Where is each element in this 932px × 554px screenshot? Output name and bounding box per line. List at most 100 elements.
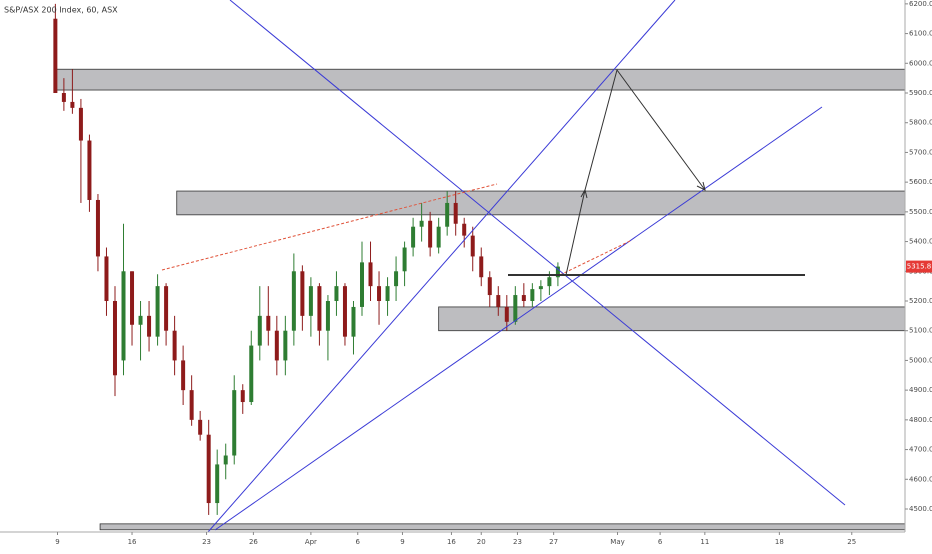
candle-body [95,199,100,257]
chart-title: S&P/ASX 200 Index, 60, ASX [4,6,118,15]
path-arrow [565,68,706,276]
y-tick-label: 5800.0 [909,119,932,127]
y-tick-label: 5000.0 [909,356,932,364]
zone [54,68,906,91]
candle-body [249,345,254,403]
x-tick-label: 6 [356,538,361,546]
candle-body [360,262,364,307]
candle-body [308,286,313,316]
y-tick-label: 5600.0 [909,178,932,186]
candle-body [266,315,271,331]
candle-body [215,464,220,504]
candle-body [377,286,382,301]
candle-body [257,315,262,346]
candle-body [479,256,484,278]
y-tick-label: 4700.0 [909,446,932,454]
candle-body [470,235,475,257]
candle-body [78,107,83,141]
x-tick-label: Apr [305,538,317,546]
candle-body [487,277,492,296]
y-tick-label: 5500.0 [909,208,932,216]
candle-body [453,202,458,224]
candle-body [112,300,117,376]
zone [176,190,906,216]
candle-body [428,220,433,248]
candle-body [283,330,288,361]
last-price-label: 5315.8 [907,263,932,271]
candle-body [402,247,407,272]
candle-body [411,226,416,248]
candle-body [121,271,126,361]
candle-body [155,286,160,337]
candle-body [206,434,211,504]
y-tick-label: 5200.0 [909,297,932,305]
candle-body [334,286,339,301]
price-axis [905,0,932,550]
x-tick-label: 16 [447,538,456,546]
candle-body [351,306,356,337]
x-tick-label: 9 [400,538,404,546]
candle-body [317,286,322,331]
x-tick-label: 6 [658,538,663,546]
x-tick-label: 26 [249,538,258,546]
candle-body [547,277,552,287]
candle-body [504,306,509,322]
y-tick-label: 5900.0 [909,89,932,97]
candle-body [130,271,135,325]
candle-body [496,295,501,307]
candle-body [53,18,58,94]
trend-line [214,106,823,531]
candle-body [61,93,66,102]
candle-body [232,390,237,456]
last-price-box [906,260,932,273]
candle-body [189,390,194,420]
x-tick-label: 20 [477,538,486,546]
candle-body [147,315,152,337]
trend-line [229,0,846,506]
candle-body [223,455,228,465]
x-tick-label: May [610,538,624,546]
y-tick-label: 5400.0 [909,238,932,246]
candle-body [394,271,399,287]
candle-body [368,262,373,287]
candle-body [513,295,518,322]
x-tick-label: 9 [55,538,59,546]
candle-body [274,330,279,361]
candle-body [104,256,109,301]
zone [99,523,906,531]
candle-body [445,202,450,227]
y-tick-label: 5700.0 [909,148,932,156]
y-tick-label: 6200.0 [909,0,932,8]
candle-body [164,286,169,331]
candle-body [530,289,535,301]
candle-body [138,315,143,325]
candles [53,3,560,515]
x-tick-label: 11 [700,538,709,546]
y-tick-label: 4600.0 [909,475,932,483]
y-tick-label: 4500.0 [909,505,932,513]
candle-body [436,226,441,248]
candle-body [462,223,467,236]
y-tick-label: 4900.0 [909,386,932,394]
trend-line [207,0,676,533]
candle-body [198,419,203,435]
candle-body [300,271,305,316]
candle-body [240,390,245,403]
y-tick-label: 5100.0 [909,327,932,335]
x-tick-label: 23 [202,538,211,546]
axes: 4500.0 4600.0 4700.0 4800.0 4900.0 5000.0 5100… [55,0,932,546]
x-tick-label: 25 [847,538,856,546]
candle-body [521,295,526,301]
candle-body [87,140,92,200]
candle-body [325,300,330,331]
arrow-head [580,188,588,199]
x-tick-label: 18 [775,538,784,546]
dashed-line [161,183,498,271]
candle-body [291,271,296,331]
dashed-line [559,239,633,276]
x-tick-label: 27 [549,538,558,546]
candle-body [555,266,560,278]
candle-body [538,286,543,290]
y-tick-label: 4800.0 [909,416,932,424]
